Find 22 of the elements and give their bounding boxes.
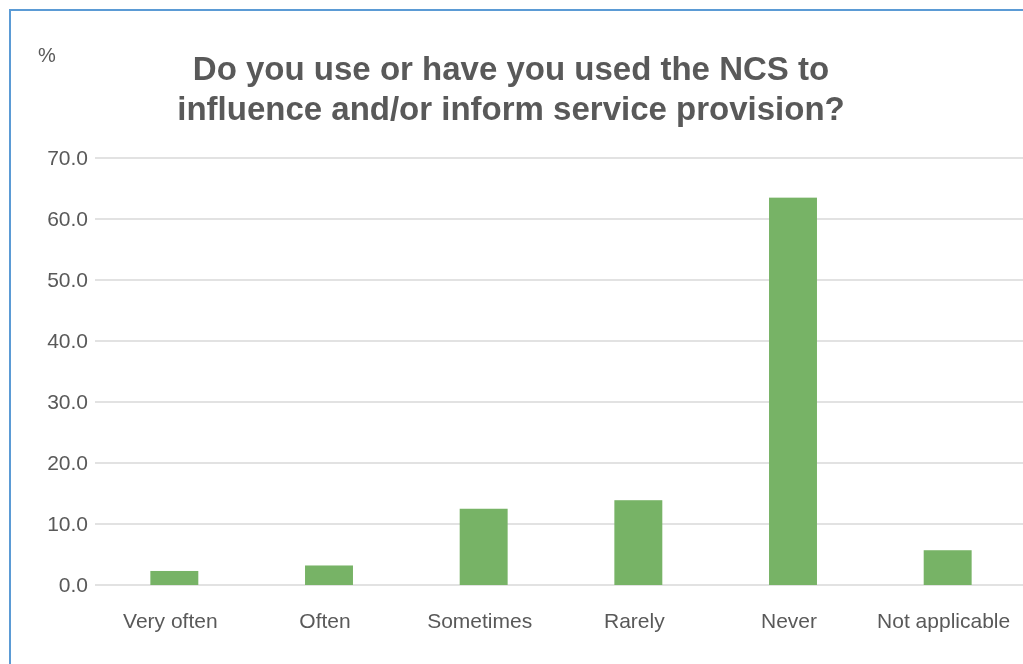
bar (150, 570, 199, 585)
y-axis-title: % (38, 44, 56, 66)
x-tick-label: Very often (123, 609, 218, 632)
y-tick-label: 0.0 (58, 573, 88, 597)
x-tick-label: Often (299, 609, 351, 632)
y-tick-label: 50.0 (47, 268, 88, 292)
y-tick-label: 70.0 (47, 146, 88, 170)
x-tick-label: Rarely (603, 609, 666, 632)
chart-title: Do you use or have you used the NCS to influence and/or inform service provision? (177, 50, 845, 127)
y-tick-label: 30.0 (47, 390, 88, 414)
y-tick-label: 20.0 (47, 451, 88, 475)
bar (769, 197, 817, 585)
y-tick-label: 60.0 (47, 207, 88, 231)
bar (923, 550, 972, 585)
bar (305, 565, 353, 585)
bar (459, 508, 508, 585)
y-tick-label: 10.0 (47, 512, 88, 536)
x-tick-label: Sometimes (427, 609, 533, 632)
bar (614, 500, 663, 585)
x-tick-label: Not applicable (877, 609, 1011, 632)
y-tick-label: 40.0 (47, 329, 88, 353)
x-tick-label: Never (760, 609, 818, 632)
